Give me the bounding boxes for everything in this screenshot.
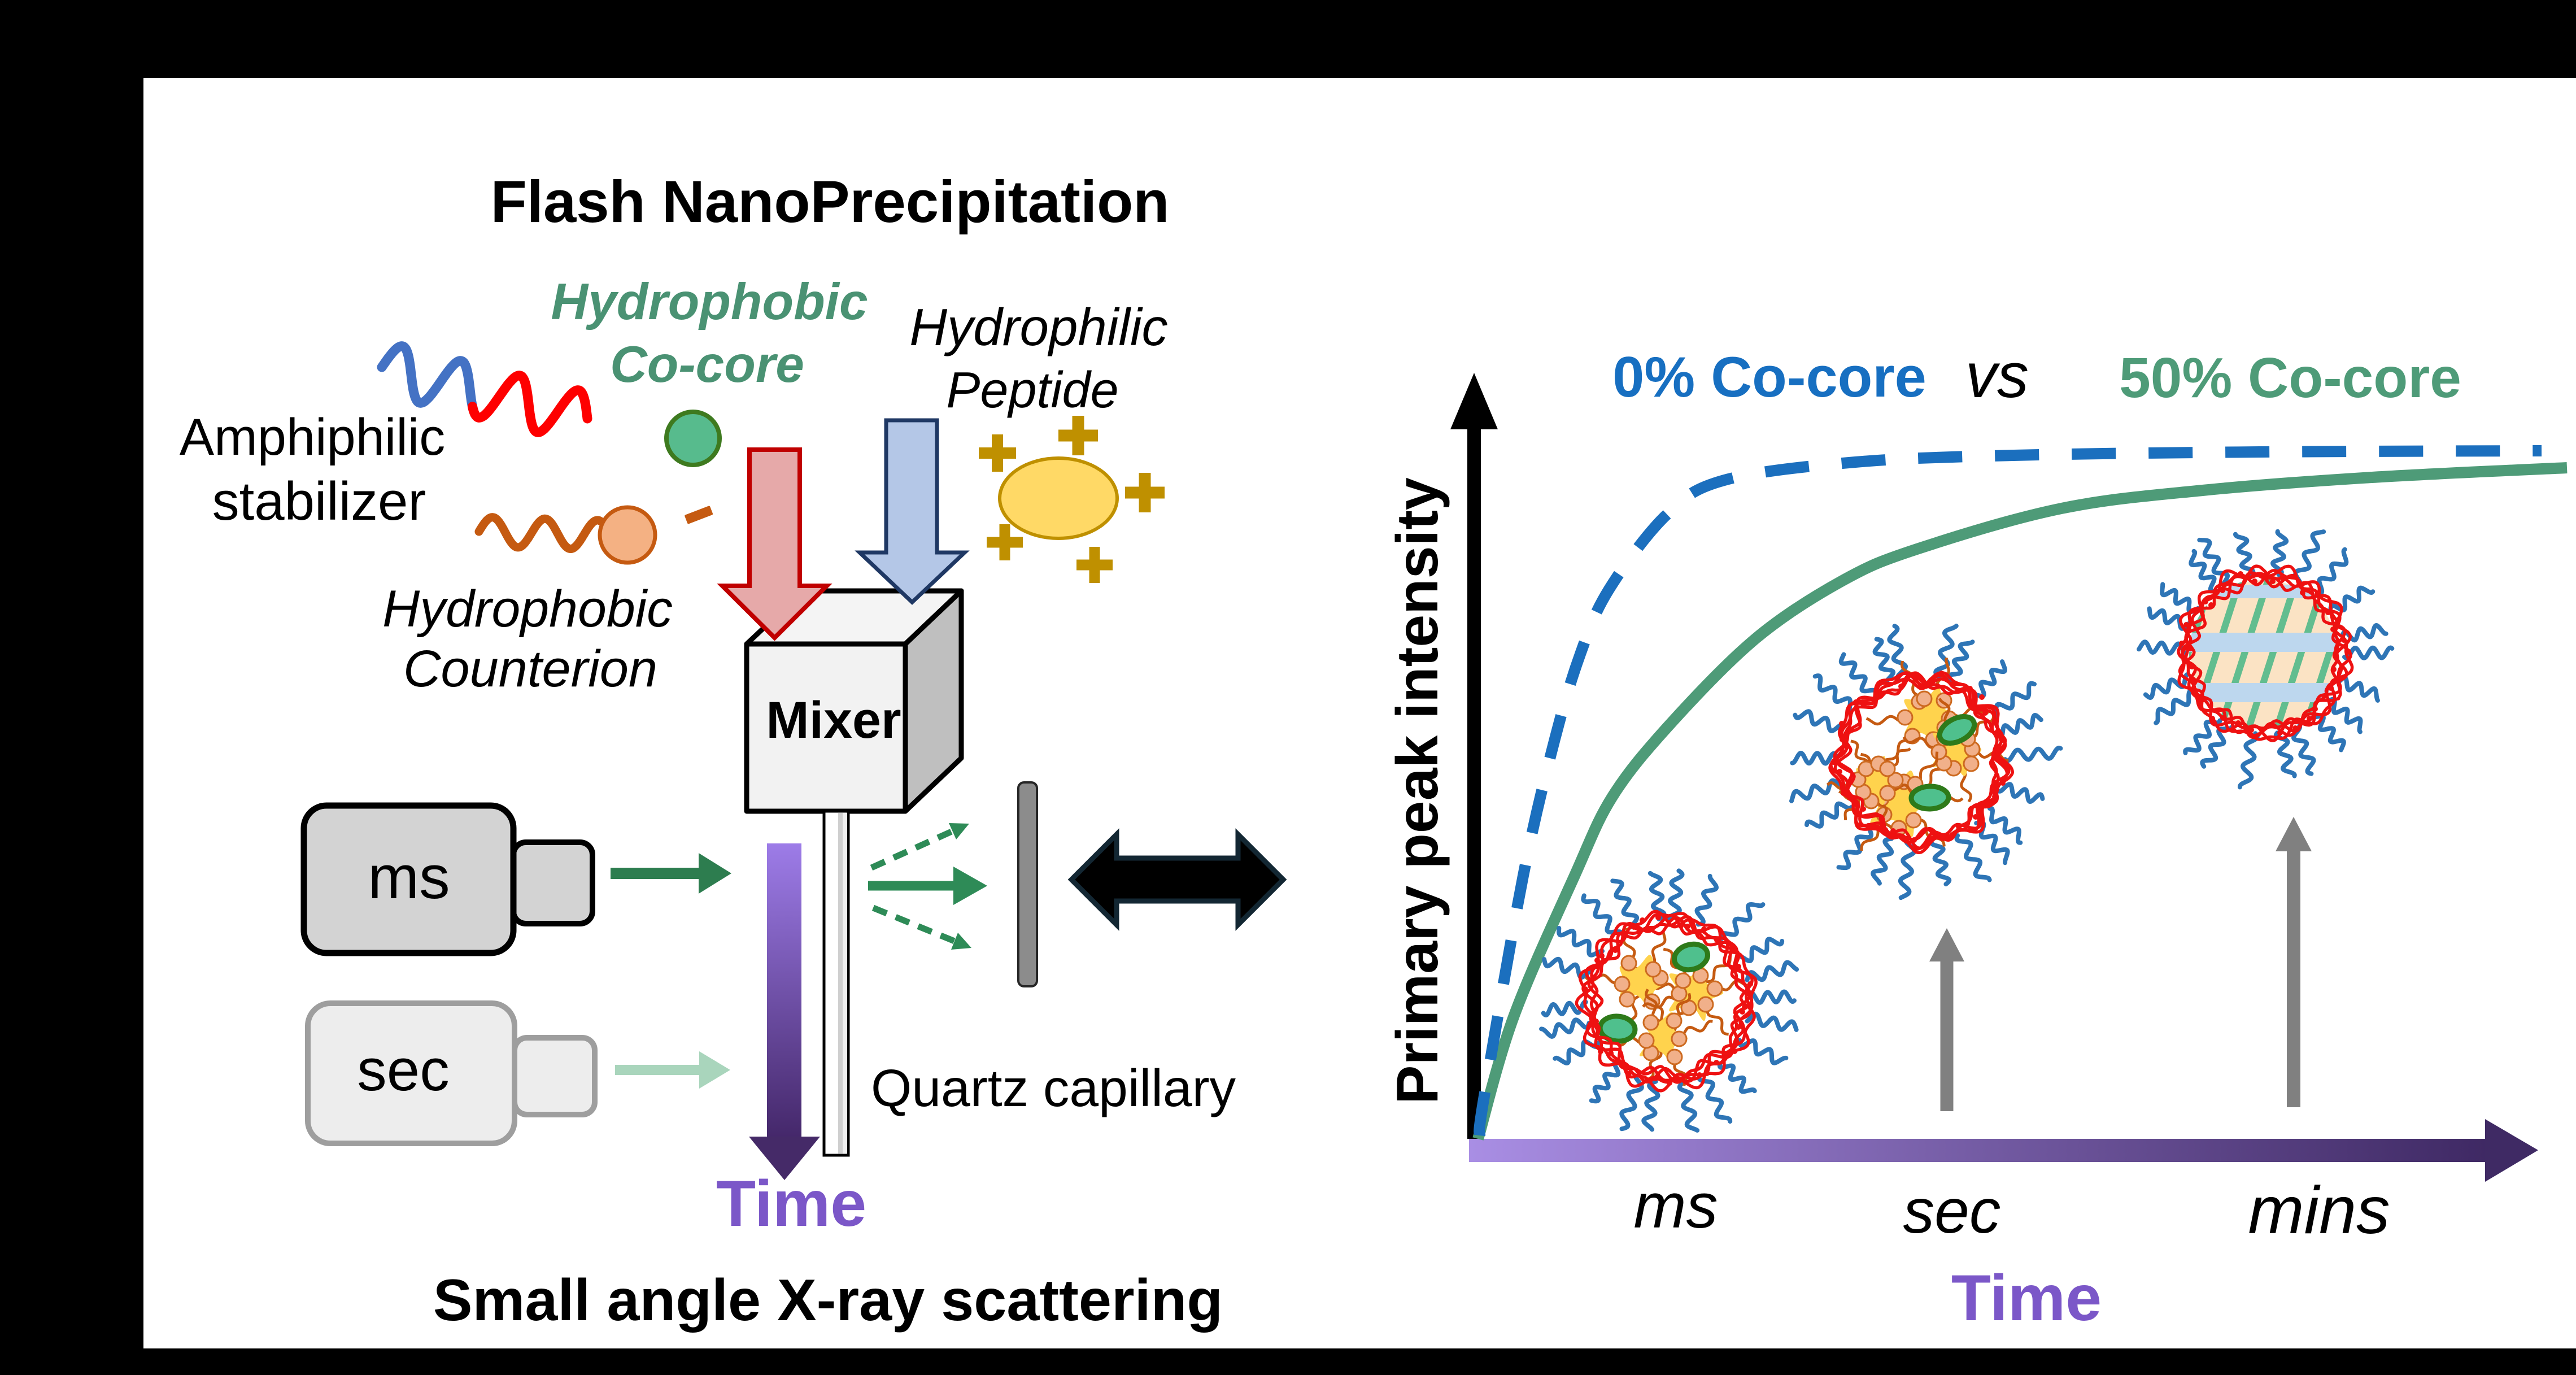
svg-text:Counterion: Counterion — [403, 640, 657, 698]
svg-text:50% Co-core: 50% Co-core — [2119, 346, 2461, 410]
svg-text:Flash NanoPrecipitation: Flash NanoPrecipitation — [491, 169, 1170, 235]
svg-text:Quartz capillary: Quartz capillary — [871, 1059, 1236, 1117]
svg-text:sec: sec — [1903, 1176, 2001, 1246]
svg-text:Hydrophobic: Hydrophobic — [551, 273, 868, 330]
svg-text:ms: ms — [368, 843, 450, 912]
svg-text:Co-core: Co-core — [610, 336, 804, 393]
svg-text:Time: Time — [1951, 1262, 2102, 1334]
svg-text:Primary peak intensity: Primary peak intensity — [1385, 477, 1450, 1104]
svg-text:0% Co-core: 0% Co-core — [1612, 346, 1926, 409]
svg-text:Small angle X-ray scattering: Small angle X-ray scattering — [433, 1267, 1223, 1333]
svg-text:Amphiphilic: Amphiphilic — [180, 408, 445, 466]
svg-text:ms: ms — [1633, 1171, 1718, 1241]
svg-text:sec: sec — [357, 1037, 449, 1103]
svg-text:Time: Time — [716, 1168, 866, 1240]
svg-text:vs: vs — [1965, 340, 2029, 411]
svg-text:mins: mins — [2248, 1173, 2390, 1248]
svg-text:Peptide: Peptide — [946, 362, 1118, 419]
svg-text:Mixer: Mixer — [766, 691, 901, 749]
svg-text:Hydrophilic: Hydrophilic — [909, 298, 1168, 356]
svg-text:stabilizer: stabilizer — [212, 471, 426, 532]
svg-text:Hydrophobic: Hydrophobic — [382, 580, 673, 638]
